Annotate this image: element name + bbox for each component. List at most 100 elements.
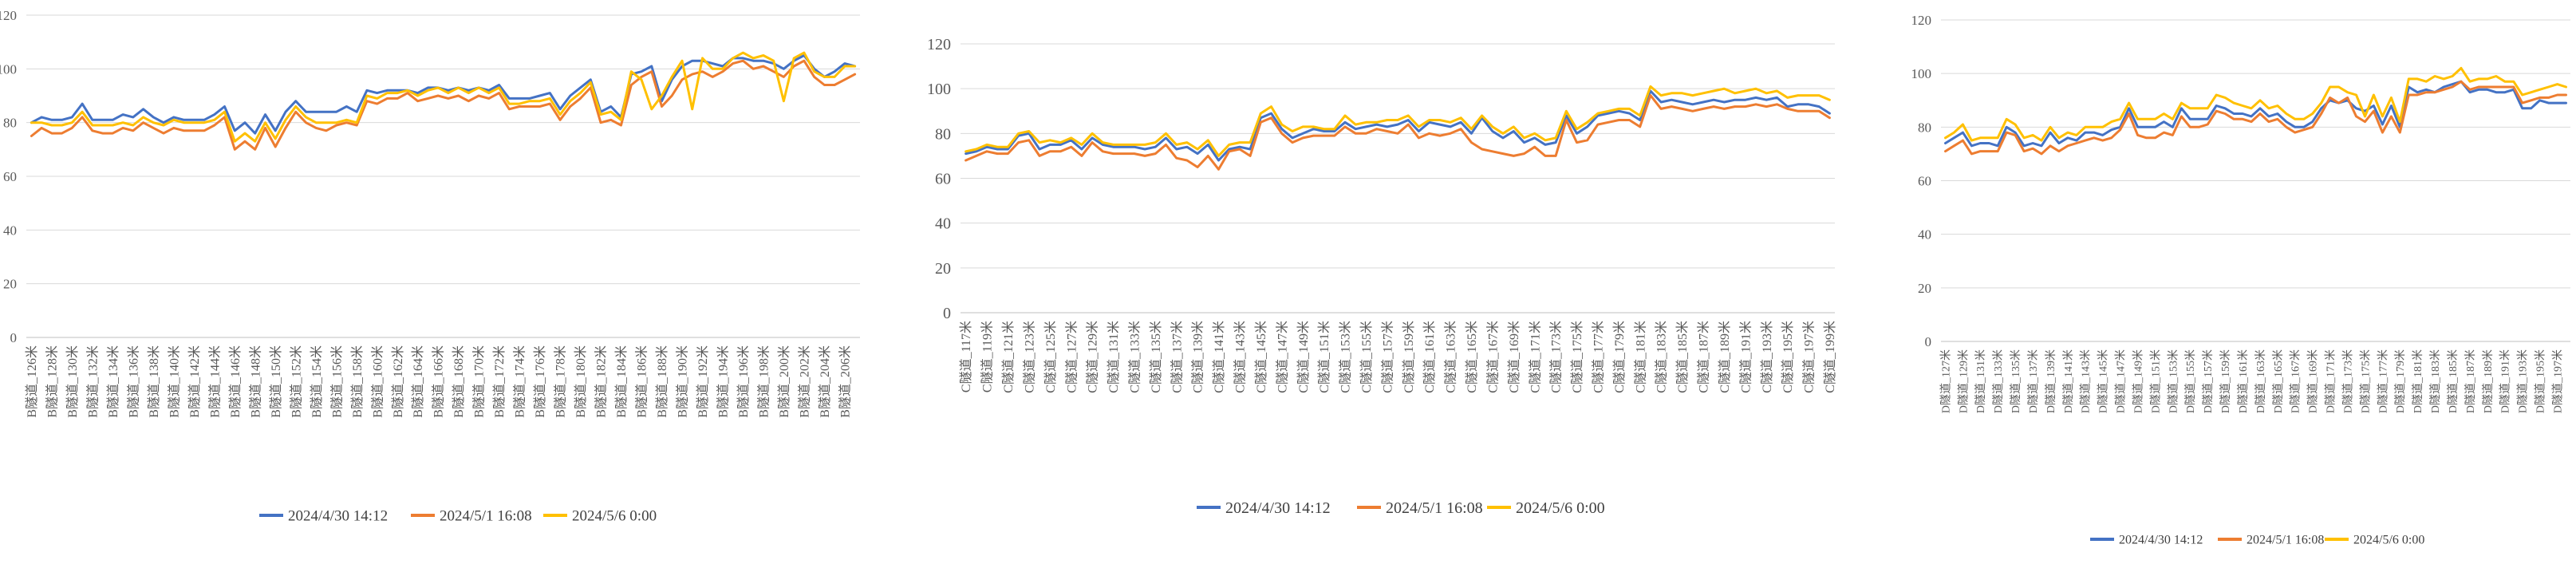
x-tick-label: B隧道_150米	[269, 345, 283, 418]
data-point	[2259, 108, 2261, 109]
data-point	[386, 97, 389, 100]
data-point	[2041, 145, 2042, 147]
data-point	[1565, 119, 1568, 121]
x-tick-label: B隧道_206米	[838, 345, 852, 418]
x-tick-label: D隧道_187米	[2464, 349, 2477, 413]
data-point	[2242, 118, 2243, 120]
data-point	[1280, 124, 1283, 125]
data-point	[2337, 86, 2340, 88]
legend-label-3: 2024/5/6 0:00	[2353, 534, 2424, 547]
data-point	[2425, 89, 2427, 91]
data-point	[519, 103, 520, 105]
data-point	[1175, 144, 1178, 146]
data-point	[2189, 108, 2191, 109]
data-point	[2006, 132, 2007, 133]
data-point	[2041, 153, 2042, 155]
data-point	[2399, 120, 2401, 123]
x-tick-label: B隧道_136米	[126, 345, 140, 418]
x-tick-label: C隧道_191米	[1738, 321, 1753, 393]
x-tick-label: B隧道_198米	[757, 345, 771, 418]
data-point	[416, 100, 419, 102]
legend-label-3: 2024/5/6 0:00	[1516, 499, 1605, 517]
data-point	[30, 121, 33, 124]
data-point	[1122, 146, 1125, 148]
x-tick-label: C隧道_177米	[1591, 321, 1605, 393]
data-point	[1186, 160, 1188, 161]
data-point	[2425, 81, 2427, 82]
data-point	[2355, 116, 2357, 117]
data-point	[519, 97, 520, 100]
data-point	[356, 124, 358, 126]
x-tick-label: B隧道_204米	[818, 345, 832, 418]
data-point	[2443, 89, 2444, 91]
data-point	[193, 130, 195, 132]
legend-label-3: 2024/5/6 0:00	[572, 508, 657, 525]
data-point	[1292, 137, 1293, 139]
x-tick-label: C隧道_147米	[1275, 321, 1289, 393]
x-tick-label: B隧道_168米	[452, 345, 466, 418]
data-point	[691, 60, 693, 61]
data-point	[2076, 140, 2077, 141]
data-point	[173, 116, 175, 118]
data-point	[2539, 97, 2541, 99]
data-point	[1953, 132, 1955, 133]
data-point	[1544, 155, 1546, 157]
data-point	[2434, 91, 2436, 93]
data-point	[1280, 128, 1283, 130]
data-point	[610, 119, 612, 121]
data-point	[1944, 142, 1947, 144]
data-point	[641, 76, 642, 78]
data-point	[2373, 94, 2375, 96]
x-tick-label: C隧道_169米	[1507, 321, 1521, 393]
data-point	[2547, 102, 2550, 104]
x-tick-label: C隧道_125米	[1043, 321, 1058, 393]
data-point	[61, 132, 63, 134]
data-point	[1165, 137, 1167, 139]
data-point	[1650, 94, 1651, 97]
data-point	[437, 95, 439, 97]
x-tick-label: B隧道_202米	[798, 345, 812, 418]
data-point	[467, 89, 470, 92]
data-point	[1523, 137, 1525, 139]
data-point	[1797, 110, 1799, 112]
data-point	[1365, 121, 1367, 124]
data-point	[1776, 104, 1778, 105]
x-tick-label: D隧道_157米	[2202, 349, 2215, 413]
data-point	[345, 119, 348, 121]
data-point	[1112, 144, 1114, 146]
x-tick-label: C隧道_159米	[1402, 321, 1416, 393]
data-point	[712, 62, 713, 65]
data-point	[1970, 153, 1973, 155]
data-point	[2180, 116, 2183, 117]
data-point	[549, 97, 551, 100]
data-point	[1292, 130, 1293, 132]
data-point	[1197, 166, 1198, 168]
data-point	[1533, 146, 1536, 148]
data-point	[630, 84, 633, 86]
data-point	[2014, 134, 2016, 136]
data-point	[1586, 140, 1588, 141]
data-point	[1691, 110, 1694, 112]
data-point	[1555, 141, 1556, 144]
data-point	[1618, 108, 1620, 110]
data-point	[2373, 105, 2375, 107]
data-point	[1597, 115, 1599, 116]
data-point	[2093, 137, 2095, 139]
data-point	[1544, 144, 1546, 146]
data-point	[396, 92, 399, 94]
x-tick-label: C隧道_157米	[1380, 321, 1395, 393]
data-point	[1755, 88, 1757, 89]
data-point	[986, 151, 988, 152]
data-point	[1691, 104, 1694, 105]
data-point	[1755, 97, 1757, 99]
x-tick-label: D隧道_191米	[2499, 349, 2512, 413]
data-point	[538, 95, 541, 97]
x-tick-label: D隧道_181米	[2412, 349, 2424, 413]
data-point	[600, 121, 602, 124]
data-point	[2286, 120, 2287, 123]
data-point	[488, 97, 490, 100]
data-point	[1418, 137, 1420, 139]
data-point	[1702, 101, 1704, 103]
x-tick-label: B隧道_154米	[310, 345, 324, 418]
x-tick-label: C隧道_181米	[1633, 321, 1647, 393]
